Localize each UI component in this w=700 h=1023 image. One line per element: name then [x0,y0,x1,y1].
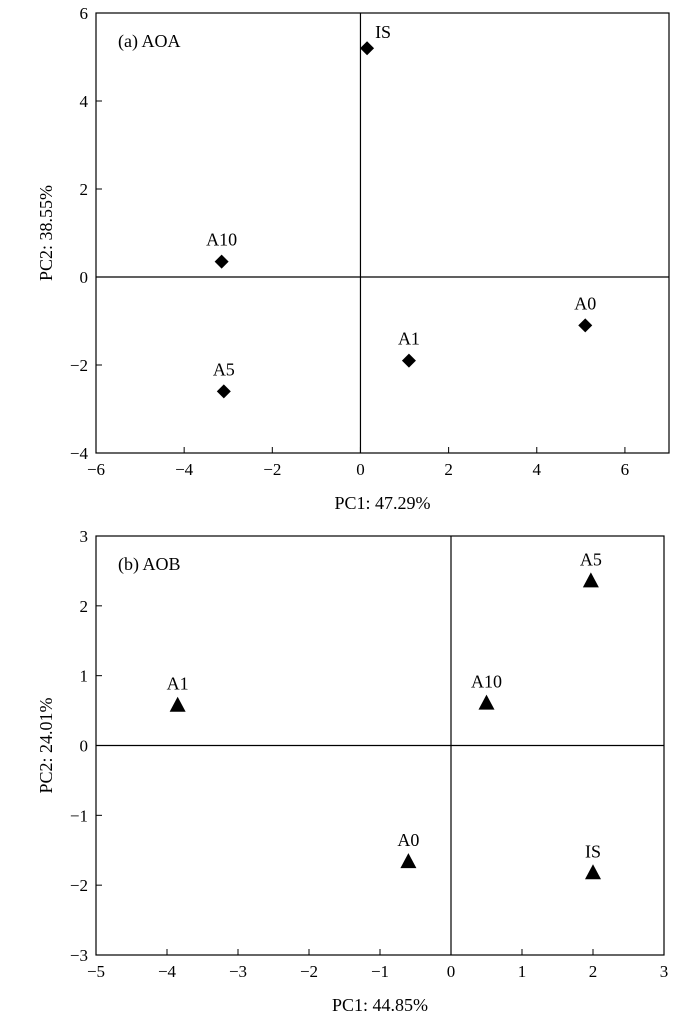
y-tick-label: 2 [80,597,89,616]
point-a10-aoa [214,254,229,269]
point-a10-aob [478,694,495,710]
y-tick-label: −1 [70,806,88,825]
x-tick-label: −1 [371,962,389,981]
x-tick-label: −2 [300,962,318,981]
x-tick-label: −6 [87,460,105,479]
y-axis-title-aob: PC2: 24.01% [36,697,56,793]
points-aoa: IS A10 A5 A1 A0 [206,22,596,399]
point-is-aoa [360,41,375,56]
y-tick-label: 6 [80,4,89,23]
x-tick-label: 1 [518,962,527,981]
y-tick-label: 2 [80,180,89,199]
y-tick-label: −2 [70,876,88,895]
y-tick-label: −2 [70,356,88,375]
x-tick-label: −5 [87,962,105,981]
point-a0-aob [400,853,417,869]
zero-lines-aob [96,536,664,955]
point-label-is-aob: IS [585,841,601,861]
point-label-a1-aoa: A1 [398,329,420,349]
y-axis-ticks-aoa: −4 −2 0 2 4 6 [70,4,102,463]
plot-frame-aoa [95,12,670,454]
y-tick-label: 1 [80,667,89,686]
points-aob: A5 A1 A10 A0 IS [167,549,602,880]
x-tick-label: 6 [621,460,630,479]
y-tick-label: −3 [70,946,88,965]
y-axis-title-aoa: PC2: 38.55% [36,185,56,281]
y-axis-ticks-aob: −3 −2 −1 0 1 2 3 [70,527,102,965]
x-axis-ticks-aoa: −6 −4 −2 0 2 4 6 [87,447,629,479]
x-tick-label: −3 [229,962,247,981]
point-label-a10-aoa: A10 [206,230,237,250]
x-tick-label: 3 [660,962,669,981]
point-is-aob [585,864,601,880]
panel-aob: −5 −4 −3 −2 −1 0 1 2 3 −3 −2 −1 0 1 2 3 A5 A1 A10 A0 IS (b… [36,527,668,1015]
x-tick-label: −2 [263,460,281,479]
x-tick-label: 4 [533,460,542,479]
x-tick-label: 0 [356,460,365,479]
panel-label-aoa: (a) AOA [118,31,180,52]
point-label-a0-aob: A0 [397,830,419,850]
x-axis-ticks-aob: −5 −4 −3 −2 −1 0 1 2 3 [87,949,668,981]
point-label-a5-aoa: A5 [213,359,235,379]
point-label-a1-aob: A1 [167,674,189,694]
y-tick-label: −4 [70,444,89,463]
point-label-a10-aob: A10 [471,672,502,692]
point-label-a0-aoa: A0 [574,293,596,313]
point-a5-aob [582,572,599,588]
x-axis-title-aoa: PC1: 47.29% [334,493,430,513]
x-tick-label: 0 [447,962,456,981]
x-tick-label: −4 [175,460,194,479]
x-tick-label: 2 [444,460,453,479]
point-a5-aoa [216,384,231,399]
point-a0-aoa [578,318,593,333]
y-tick-label: 0 [80,737,89,756]
zero-lines-aoa [96,13,669,453]
point-label-a5-aob: A5 [580,549,602,569]
point-a1-aob [169,696,186,712]
point-label-is-aoa: IS [375,22,391,42]
y-tick-label: 3 [80,527,89,546]
x-tick-label: 2 [589,962,598,981]
y-tick-label: 0 [80,268,89,287]
point-a1-aoa [401,353,416,368]
x-tick-label: −4 [158,962,177,981]
y-tick-label: 4 [80,92,89,111]
x-axis-title-aob: PC1: 44.85% [332,995,428,1015]
panel-label-aob: (b) AOB [118,554,181,575]
